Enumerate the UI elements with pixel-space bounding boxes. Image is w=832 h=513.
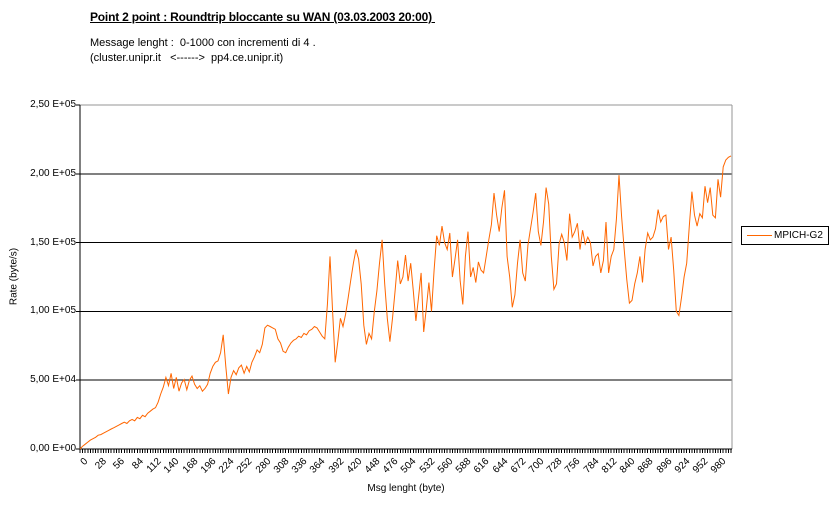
y-tick-label: 5,00 E+04 bbox=[30, 374, 76, 386]
legend-label: MPICH-G2 bbox=[774, 230, 823, 241]
x-axis-title: Msg lenght (byte) bbox=[367, 483, 445, 494]
y-tick-label: 0,00 E+00 bbox=[30, 443, 76, 454]
y-tick-label: 1,00 E+05 bbox=[30, 305, 76, 317]
chart-title: Point 2 point : Roundtrip bloccante su W… bbox=[90, 10, 435, 24]
chart-subtitle-line2: (cluster.unipr.it <------> pp4.ce.unipr.… bbox=[90, 52, 284, 64]
legend-series-line-icon bbox=[747, 235, 772, 236]
series-line-mpich-g2 bbox=[79, 155, 732, 450]
legend: MPICH-G2 bbox=[741, 226, 829, 245]
y-tick-label: 2,50 E+05 bbox=[30, 99, 76, 110]
y-tick-label: 2,00 E+05 bbox=[30, 167, 76, 179]
y-tick-label: 1,50 E+05 bbox=[30, 236, 76, 248]
chart-subtitle-line1: Message lenght : 0-1000 con incrementi d… bbox=[90, 37, 316, 49]
